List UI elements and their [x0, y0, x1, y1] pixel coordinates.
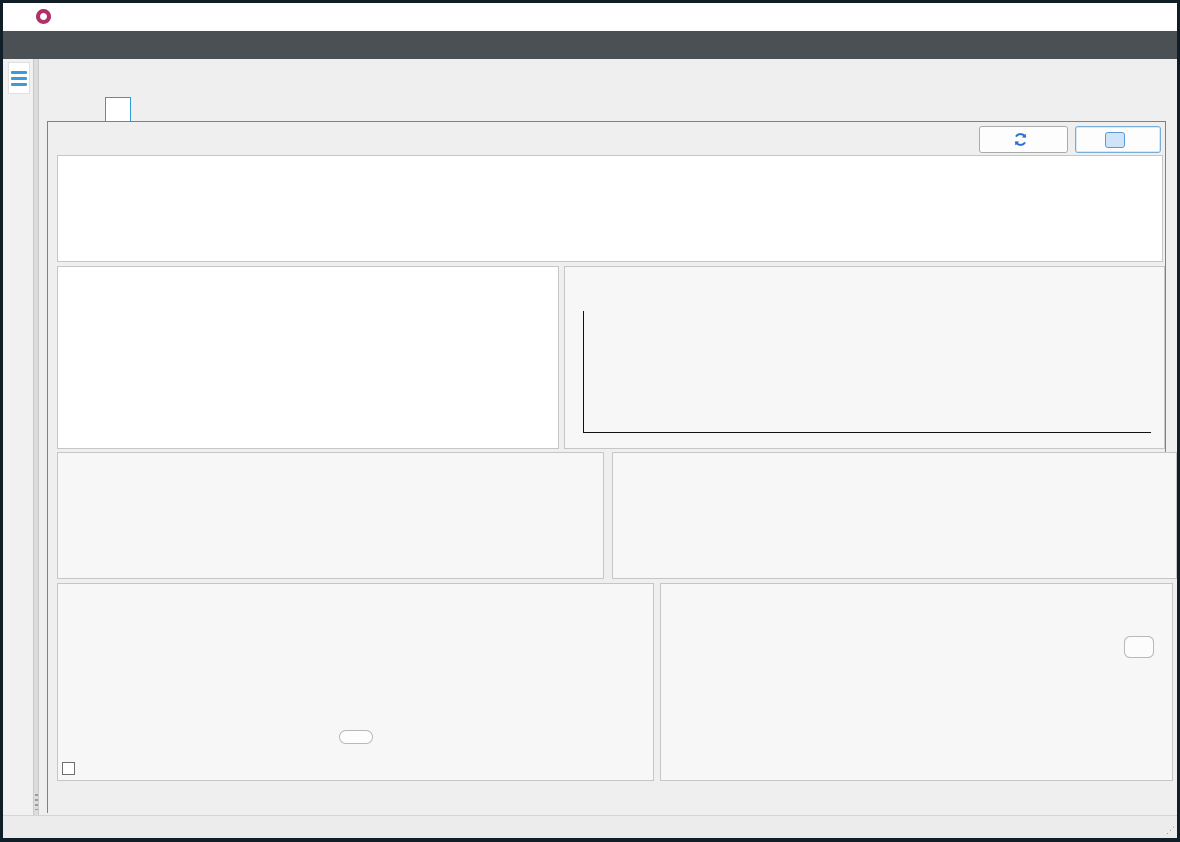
hamburger-menu-icon[interactable]	[8, 62, 30, 94]
startup-checkbox-row	[62, 762, 81, 775]
status-bar	[3, 815, 1177, 838]
resize-grip[interactable]: ⋰	[1166, 825, 1175, 836]
left-sidebar	[3, 59, 33, 816]
caisse-chart-panel	[57, 452, 604, 579]
splitter-grip[interactable]	[35, 794, 38, 810]
tab-tableau-de-bord[interactable]	[105, 97, 131, 121]
banque-chart-panel	[612, 452, 1177, 579]
app-logo-icon	[36, 9, 51, 24]
journal-pie-panel	[660, 583, 1173, 781]
back-arrow-icon	[1105, 132, 1125, 148]
journal-pie-legend	[1124, 636, 1154, 658]
refresh-icon	[1013, 132, 1028, 147]
marge-chart-panel	[57, 583, 654, 781]
close-tab-button[interactable]	[1075, 126, 1161, 153]
menu-bar	[3, 31, 1177, 59]
kpi-summary-panel	[57, 155, 1163, 262]
sidebar-splitter[interactable]	[33, 59, 39, 816]
banque-bar-chart	[613, 481, 1175, 578]
accounts-balance-panel	[57, 266, 559, 449]
marge-line-chart	[58, 608, 652, 729]
journal-pie-chart	[661, 608, 1121, 780]
tab-underline	[47, 121, 1166, 122]
tab-accueil[interactable]	[51, 100, 71, 121]
refresh-button[interactable]	[979, 126, 1068, 153]
marge-chart-legend	[339, 730, 373, 744]
startup-checkbox[interactable]	[62, 762, 75, 775]
app-window: ⋰	[0, 0, 1180, 842]
title-bar	[3, 3, 1177, 31]
caisse-bar-chart	[58, 481, 602, 578]
tva-chart-panel	[564, 266, 1165, 449]
tva-empty-axes	[583, 311, 1151, 433]
